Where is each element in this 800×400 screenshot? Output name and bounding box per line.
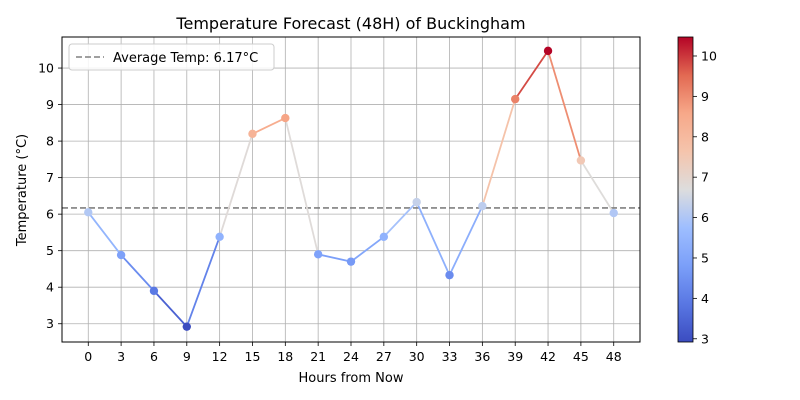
data-point xyxy=(511,94,520,104)
data-point xyxy=(281,113,290,123)
data-point xyxy=(248,129,257,138)
colorbar-tick-label: 8 xyxy=(701,129,709,144)
data-point xyxy=(576,156,586,165)
line-segment xyxy=(284,117,320,256)
line-segment xyxy=(350,235,385,263)
x-tick-label: 24 xyxy=(343,349,359,364)
data-point xyxy=(346,257,356,266)
y-axis-ticks: 3 4 5 6 7 8 9 10 xyxy=(38,61,62,331)
y-tick-label: 10 xyxy=(38,61,54,76)
line-segment xyxy=(218,132,254,238)
line-segment xyxy=(87,211,123,256)
data-point xyxy=(379,232,389,242)
colorbar-tick-label: 7 xyxy=(701,170,709,185)
colorbar-tick-label: 4 xyxy=(701,291,709,306)
y-axis-label: Temperature (°C) xyxy=(15,134,30,247)
colorbar-ticks: 3 4 5 6 7 8 9 10 xyxy=(693,48,717,346)
x-tick-label: 36 xyxy=(474,349,490,364)
data-point xyxy=(478,201,487,211)
legend: Average Temp: 6.17°C xyxy=(68,43,275,71)
x-tick-label: 3 xyxy=(117,349,125,364)
colorbar-tick-label: 3 xyxy=(701,331,709,346)
y-tick-label: 6 xyxy=(46,207,54,222)
line-segment xyxy=(579,159,615,214)
line-segment xyxy=(120,254,155,292)
x-tick-label: 33 xyxy=(442,349,458,364)
x-tick-label: 21 xyxy=(310,349,326,364)
x-tick-label: 48 xyxy=(606,349,622,364)
line-segment xyxy=(153,289,188,328)
colorbar-tick-label: 9 xyxy=(701,89,709,104)
x-tick-label: 18 xyxy=(277,349,293,364)
data-point xyxy=(412,197,421,207)
data-point xyxy=(543,46,553,56)
data-point xyxy=(445,270,454,280)
data-point xyxy=(182,322,191,331)
x-tick-label: 12 xyxy=(212,349,228,364)
x-tick-label: 15 xyxy=(245,349,261,364)
data-point xyxy=(313,250,323,259)
series-points xyxy=(84,46,618,331)
grid xyxy=(62,37,640,342)
data-point xyxy=(215,232,224,242)
y-tick-label: 9 xyxy=(46,97,54,112)
line-segment xyxy=(481,98,517,208)
legend-box xyxy=(68,43,275,71)
x-tick-label: 0 xyxy=(84,349,92,364)
colorbar: 3 4 5 6 7 8 9 10 xyxy=(677,36,717,346)
line-segment xyxy=(514,49,549,100)
series-line xyxy=(87,49,615,328)
legend-entry-average: Average Temp: 6.17°C xyxy=(113,51,258,66)
y-tick-label: 5 xyxy=(46,243,54,258)
line-segment xyxy=(448,205,484,277)
x-tick-label: 6 xyxy=(150,349,158,364)
x-tick-label: 39 xyxy=(507,349,523,364)
y-tick-label: 7 xyxy=(46,170,54,185)
line-segment xyxy=(547,49,582,162)
y-tick-label: 3 xyxy=(46,316,54,331)
line-segment xyxy=(415,201,451,277)
x-axis-label: Hours from Now xyxy=(299,371,404,386)
data-point xyxy=(116,250,126,260)
x-tick-label: 30 xyxy=(409,349,425,364)
x-tick-label: 27 xyxy=(376,349,392,364)
data-point xyxy=(84,208,93,217)
colorbar-tick-label: 5 xyxy=(701,250,709,265)
colorbar-tick-label: 6 xyxy=(701,210,709,225)
y-tick-label: 8 xyxy=(46,134,54,149)
line-segment xyxy=(317,253,352,263)
x-tick-label: 9 xyxy=(183,349,191,364)
data-point xyxy=(149,286,159,296)
x-tick-label: 42 xyxy=(540,349,556,364)
colorbar-tick-label: 10 xyxy=(701,48,717,63)
line-segment xyxy=(382,201,418,238)
data-point xyxy=(609,208,618,218)
line-segment xyxy=(185,235,221,328)
line-segment xyxy=(251,117,287,135)
x-axis-ticks: 0 3 6 9 12 15 18 21 24 27 30 33 36 39 42 45 48 xyxy=(84,342,622,364)
x-tick-label: 45 xyxy=(573,349,589,364)
colorbar-gradient xyxy=(677,36,694,343)
chart-title: Temperature Forecast (48H) of Buckingham xyxy=(175,14,525,33)
y-tick-label: 4 xyxy=(46,280,54,295)
